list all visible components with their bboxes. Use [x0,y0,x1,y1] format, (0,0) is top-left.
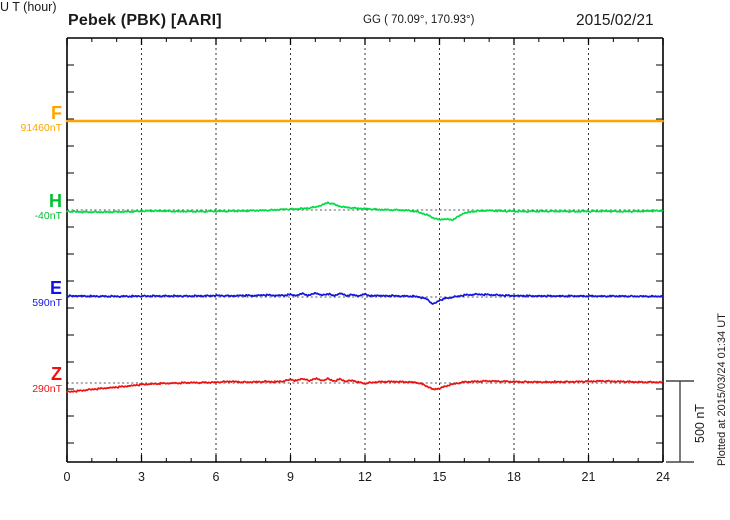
xtick-label: 12 [358,470,372,484]
scale-bar [666,380,694,463]
trace-z [66,377,664,393]
xtick-label: 6 [212,470,220,484]
channel-f-value: 91460nT [20,122,62,134]
x-axis-title: U T (hour) [0,0,57,14]
trace-h [66,201,664,222]
channel-label-e: E 590nT [0,279,62,310]
channel-z-symbol: Z [51,364,62,384]
channel-label-h: H -40nT [0,192,62,223]
xtick-label: 24 [656,470,670,484]
page-title: Pebek (PBK) [AARI] [68,12,222,29]
channel-label-z: Z 290nT [0,365,62,396]
xtick-label: 9 [287,470,294,484]
xtick-label: 0 [63,470,71,484]
hour-ticks [66,38,664,462]
trace-e [66,291,664,305]
gridlines-vertical [141,38,589,462]
geographic-coordinates-label: GG ( 70.09°, 170.93°) [363,14,475,26]
channel-f-symbol: F [51,103,62,123]
xtick-label: 18 [507,470,521,484]
channel-z-value: 290nT [32,383,62,395]
channel-h-value: -40nT [34,210,62,222]
channel-e-value: 590nT [32,297,62,309]
channel-label-f: F 91460nT [0,104,62,135]
channel-h-symbol: H [49,191,62,211]
xtick-label: 21 [581,470,596,484]
observation-date: 2015/02/21 [576,12,654,29]
channel-e-symbol: E [49,278,62,298]
xtick-label: 15 [432,470,447,484]
xtick-label: 3 [138,470,145,484]
y-ticks [67,64,663,444]
